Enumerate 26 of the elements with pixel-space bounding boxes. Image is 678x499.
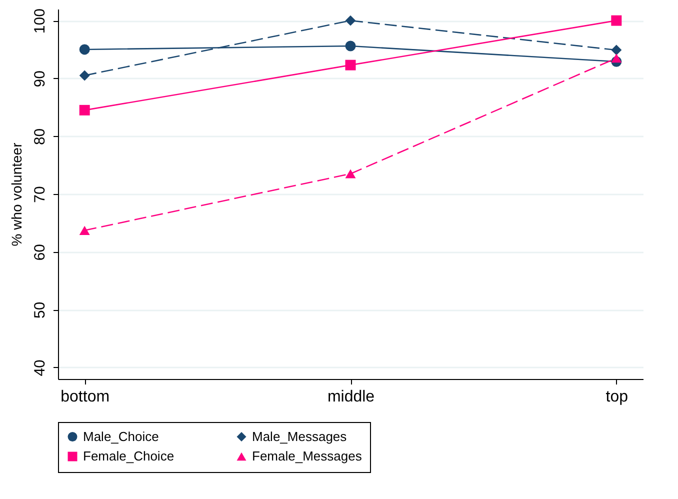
point — [79, 44, 90, 55]
x-tick-label: middle — [327, 388, 375, 406]
legend-label: Male_Choice — [83, 428, 159, 444]
point — [345, 60, 356, 70]
y-axis-title: % who volunteer — [8, 142, 24, 246]
legend-label: Female_Choice — [83, 448, 174, 464]
point — [611, 44, 622, 56]
y-tick-label: 70 — [32, 186, 48, 203]
y-tick-label: 100 — [32, 8, 48, 34]
y-tick-label: 60 — [32, 244, 48, 261]
x-tick-label: top — [606, 388, 628, 406]
legend-label: Male_Messages — [252, 428, 348, 444]
point — [79, 104, 90, 116]
y-tick-label: 50 — [32, 302, 48, 318]
point — [345, 169, 356, 178]
legend-label: Female_Messages — [252, 448, 362, 464]
point — [79, 226, 90, 235]
y-tick-label: 90 — [32, 70, 48, 88]
point — [611, 54, 622, 63]
point — [79, 70, 90, 81]
point — [345, 15, 356, 26]
y-tick-label: 40 — [32, 360, 48, 376]
x-tick-label: bottom — [60, 388, 110, 406]
y-tick-label: 80 — [32, 128, 48, 146]
point — [345, 40, 356, 52]
point — [611, 15, 622, 26]
